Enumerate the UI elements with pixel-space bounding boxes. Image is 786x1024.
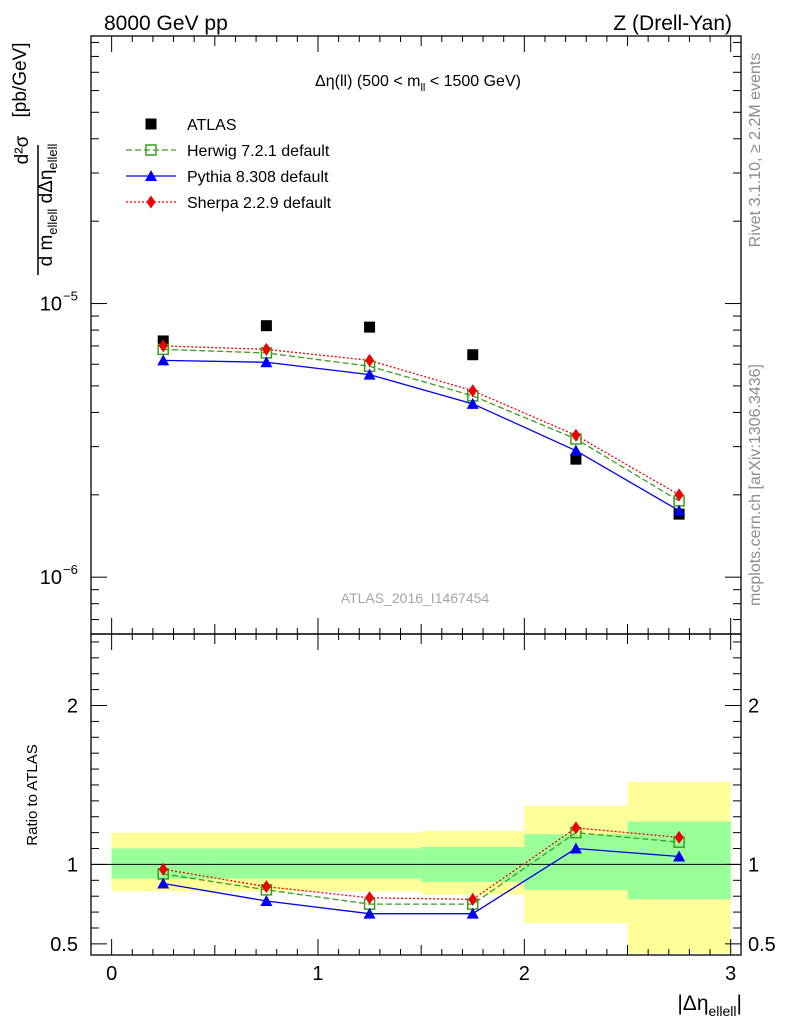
title-sub: ll bbox=[420, 82, 425, 94]
legend-label-atlas: ATLAS bbox=[187, 117, 237, 134]
point-pythia bbox=[363, 368, 376, 380]
xlabel-end: | bbox=[737, 992, 742, 1015]
main-line-sherpa bbox=[163, 345, 680, 496]
green-band-bin bbox=[317, 848, 422, 879]
x-tick-label: 1 bbox=[312, 963, 323, 985]
ratio-line-pythia bbox=[163, 847, 680, 915]
point-sherpa bbox=[571, 428, 581, 442]
point-pythia bbox=[569, 444, 582, 456]
ratio-series bbox=[157, 821, 686, 919]
plot-title: Δη(ll) (500 < mll < 1500 GeV) bbox=[315, 73, 521, 94]
y-tick-label: 10 bbox=[40, 567, 62, 589]
x-tick-label: 0 bbox=[106, 963, 117, 985]
ratio-point-pythia bbox=[260, 894, 273, 906]
title-post: < 1500 GeV) bbox=[425, 73, 521, 90]
legend-label-pythia: Pythia 8.308 default bbox=[187, 169, 329, 186]
ylabel-denom-sub1: ellell bbox=[45, 209, 60, 235]
ratio-y-tick-label: 0.5 bbox=[50, 934, 78, 956]
ratio-point-sherpa bbox=[261, 880, 271, 894]
ratio-line-sherpa bbox=[163, 827, 680, 901]
ylabel-denom-a: d m bbox=[36, 235, 57, 267]
mcplots-label: mcplots.cern.ch [arXiv:1306.3436] bbox=[747, 364, 764, 606]
x-axis-label: |Δηellell| bbox=[677, 992, 742, 1019]
analysis-watermark: ATLAS_2016_I1467454 bbox=[341, 590, 490, 606]
legend-marker-atlas bbox=[145, 118, 157, 130]
y-tick-exponent: −5 bbox=[63, 289, 78, 304]
point-sherpa bbox=[158, 339, 168, 353]
ratio-y-tick-label-right: 2 bbox=[748, 696, 759, 718]
header-right: Z (Drell-Yan) bbox=[613, 12, 732, 35]
header-left: 8000 GeV pp bbox=[104, 12, 228, 35]
svg-text:d mellell dΔηellell: d mellell dΔηellell bbox=[36, 143, 60, 266]
point-pythia bbox=[466, 397, 479, 409]
legend: ATLAS Herwig 7.2.1 default Pythia 8.308 de… bbox=[126, 117, 332, 212]
legend-marker-herwig bbox=[145, 144, 157, 156]
legend-label-sherpa: Sherpa 2.2.9 default bbox=[187, 195, 332, 212]
ratio-point-pythia bbox=[466, 907, 479, 919]
ratio-point-sherpa bbox=[468, 892, 478, 906]
main-ylabel: d²σ bbox=[12, 135, 33, 164]
legend-label-herwig: Herwig 7.2.1 default bbox=[187, 143, 330, 160]
ratio-point-sherpa bbox=[365, 891, 375, 905]
ratio-point-pythia bbox=[363, 907, 376, 919]
ylabel-dsigma: d²σ bbox=[12, 135, 33, 164]
legend-marker-pythia bbox=[145, 170, 157, 181]
point-atlas bbox=[364, 321, 376, 333]
ratio-y-tick-label-right: 1 bbox=[748, 854, 759, 876]
point-atlas bbox=[260, 320, 272, 332]
ratio-y-tick-label-right: 0.5 bbox=[748, 934, 776, 956]
x-tick-label: 2 bbox=[519, 963, 530, 985]
ratio-point-sherpa bbox=[158, 862, 168, 876]
ylabel-denom-sub2: ellell bbox=[45, 143, 60, 169]
ratio-y-tick-label: 1 bbox=[67, 854, 78, 876]
point-pythia bbox=[673, 504, 686, 516]
y-tick-label: 10 bbox=[40, 294, 62, 316]
point-sherpa bbox=[674, 488, 684, 502]
ylabel-denom-b: dΔη bbox=[36, 170, 57, 209]
y-tick-exponent: −6 bbox=[63, 562, 78, 577]
point-pythia bbox=[157, 354, 170, 366]
point-sherpa bbox=[261, 342, 271, 356]
green-band-bin bbox=[214, 848, 318, 879]
ratio-point-sherpa bbox=[674, 830, 684, 844]
x-tick-label: 3 bbox=[725, 963, 736, 985]
xlabel-sub: ellell bbox=[709, 1003, 737, 1019]
point-atlas bbox=[467, 349, 479, 361]
point-sherpa bbox=[365, 353, 375, 367]
main-series bbox=[157, 320, 686, 520]
ratio-point-pythia bbox=[673, 850, 686, 862]
ratio-point-pythia bbox=[569, 842, 582, 854]
title-pre: Δη(ll) (500 < m bbox=[315, 73, 420, 90]
ylabel-units: [pb/GeV] bbox=[10, 43, 31, 118]
main-ylabel-denominator: d mellell dΔηellell bbox=[36, 143, 60, 266]
svg-text:d²σ: d²σ bbox=[12, 135, 33, 164]
ratio-bands bbox=[91, 781, 741, 954]
ratio-frame bbox=[90, 633, 742, 956]
point-pythia bbox=[260, 356, 273, 368]
xlabel-main: |Δη bbox=[677, 992, 708, 1015]
rivet-label: Rivet 3.1.10, ≥ 2.2M events bbox=[747, 53, 764, 248]
legend-marker-sherpa bbox=[146, 195, 156, 209]
point-sherpa bbox=[468, 384, 478, 398]
main-line-herwig bbox=[163, 348, 680, 502]
axes: 0 1 2 310 −610 −50.5 0.51 12 2 bbox=[40, 35, 776, 985]
ratio-point-pythia bbox=[157, 877, 170, 889]
ratio-ylabel: Ratio to ATLAS bbox=[24, 744, 41, 845]
ratio-point-sherpa bbox=[571, 821, 581, 835]
ratio-line-herwig bbox=[163, 831, 680, 905]
main-line-pythia bbox=[163, 359, 680, 512]
point-atlas bbox=[570, 453, 582, 465]
ratio-y-tick-label: 2 bbox=[67, 696, 78, 718]
